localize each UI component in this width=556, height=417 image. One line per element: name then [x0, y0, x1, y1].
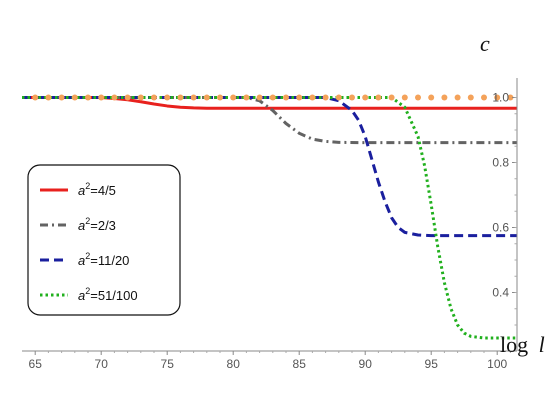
legend-label: a2=4/5: [78, 181, 116, 198]
legend-label: a2=51/100: [78, 286, 138, 303]
y-axis-title: c: [480, 31, 490, 56]
series-point: [428, 94, 435, 101]
x-axis-title-prefix: log: [500, 332, 528, 357]
series-point: [335, 94, 342, 101]
x-tick-label: 100: [487, 357, 507, 371]
x-tick-label: 95: [425, 357, 439, 371]
x-tick-label: 85: [293, 357, 307, 371]
series-point: [309, 94, 316, 101]
series-point: [32, 94, 39, 101]
series-point: [137, 94, 144, 101]
x-tick-label: 70: [95, 357, 109, 371]
axes: 65 70 75 80 85 90 95 100 0.4 0.6 0.8 1.0: [22, 78, 518, 371]
series-point: [481, 94, 487, 101]
x-axis-title-variable: l: [539, 332, 545, 357]
series-point: [269, 94, 276, 101]
series-point: [507, 94, 514, 101]
series-point: [58, 94, 65, 101]
series-point: [415, 94, 421, 101]
series-line: [22, 96, 517, 145]
series-point: [177, 94, 184, 101]
legend: a2=4/5 a2=2/3 a2=11/20 a2=51/100: [27, 164, 181, 316]
series-point: [388, 94, 395, 101]
series-point: [283, 94, 289, 101]
y-tick-label: 1.0: [492, 91, 509, 105]
plot-area: [22, 94, 517, 340]
legend-box: [27, 164, 181, 316]
series-point: [71, 94, 78, 101]
series-point: [190, 94, 197, 101]
series-point: [45, 94, 52, 101]
series-point: [256, 94, 263, 101]
series-point: [401, 94, 408, 101]
y-tick-label: 0.4: [492, 286, 509, 300]
series-line: [22, 96, 517, 340]
series-point: [349, 94, 355, 101]
series-point: [322, 94, 329, 101]
x-tick-label: 80: [227, 357, 241, 371]
x-axis-title: log l: [500, 332, 545, 357]
series-point: [124, 94, 131, 101]
x-tick-label: 75: [161, 357, 175, 371]
series-point: [243, 94, 250, 101]
series-point: [111, 94, 118, 101]
series-point: [230, 94, 237, 101]
x-tick-label: 65: [29, 357, 43, 371]
series-point: [296, 94, 303, 101]
legend-label: a2=11/20: [78, 251, 129, 268]
series-point: [98, 94, 105, 101]
legend-label: a2=2/3: [78, 216, 116, 233]
series-point: [494, 94, 501, 101]
series-point: [217, 94, 223, 101]
series-point: [203, 94, 210, 101]
series-point: [164, 94, 171, 101]
y-tick-label: 0.6: [492, 221, 509, 235]
series-point: [454, 94, 461, 101]
series-point: [362, 94, 369, 101]
x-tick-label: 90: [359, 357, 373, 371]
series-point: [441, 94, 448, 101]
series-point: [85, 94, 91, 101]
y-tick-label: 0.8: [492, 156, 509, 170]
series-line: [22, 96, 517, 238]
series-point: [151, 94, 157, 101]
series-point: [467, 94, 474, 101]
series-point: [375, 94, 382, 101]
